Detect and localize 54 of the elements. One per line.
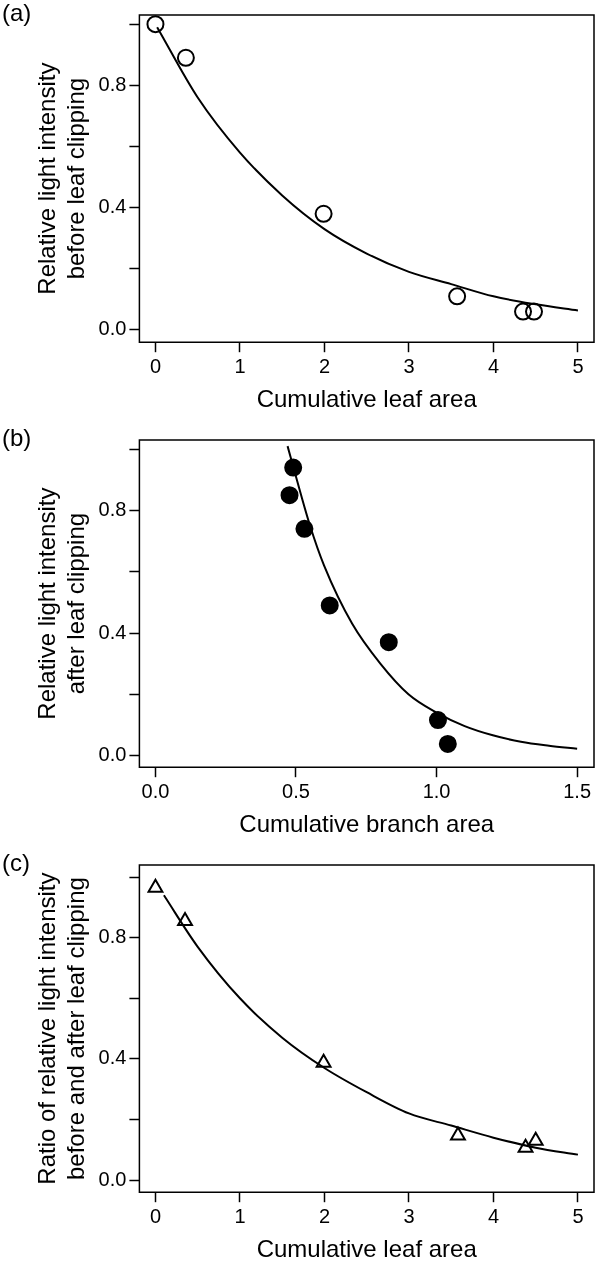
x-tick-label: 5 [572,354,584,377]
point [280,486,299,505]
x-tick-label: 0 [149,1204,162,1227]
point [450,1126,466,1141]
point [320,596,339,615]
point [379,633,398,652]
point [438,734,457,753]
y-tick-label: 0.8 [98,925,127,948]
point [448,287,467,306]
x-tick-label: 2 [318,354,331,377]
x-tick-label: 5 [572,1204,584,1227]
point [147,878,164,893]
point [314,204,333,223]
y-tick-label: 0.4 [98,620,127,643]
point [176,48,195,67]
text: (b) [2,423,32,451]
y-tick-label: 0.0 [98,743,127,766]
y-axis-title: Ratio of relative light intensity before and after leaf clipping [33,872,89,1185]
x-tick-label: 0.5 [282,779,310,802]
x-tick-label: 0.0 [141,779,170,802]
y-tick-label: 0.4 [98,1046,127,1069]
x-tick-label: 4 [487,354,500,377]
y-tick-label: 0.0 [98,1167,127,1190]
y-tick-label: 0.8 [98,72,127,95]
y-tick-label: 0.0 [98,317,127,340]
point [177,912,193,927]
y-tick-label: 0.8 [98,497,127,520]
point [527,1131,544,1146]
x-tick-label: 0 [149,354,162,377]
y-axis-title: Relative light intensity before leaf clipping [33,62,89,295]
text: (a) [2,0,32,26]
point [315,1053,332,1068]
x-tick-label: 3 [403,1204,415,1227]
x-tick-label: 4 [487,1204,500,1227]
point [295,519,314,538]
line-series [162,894,579,1156]
x-axis-title: Cumulative leaf area [256,385,478,413]
x-tick-label: 1 [234,1204,246,1227]
point [525,302,544,321]
x-axis-title: Cumulative leaf area [256,1235,478,1263]
point [428,711,447,730]
text: (c) [2,848,30,876]
point [514,302,533,321]
x-tick-label: 1.0 [422,779,451,802]
x-tick-label: 1 [234,354,246,377]
x-tick-label: 3 [403,354,415,377]
x-tick-label: 1.5 [563,779,592,802]
x-axis-title: Cumulative branch area [239,810,495,838]
y-tick-label: 0.4 [98,195,127,218]
point [517,1138,534,1153]
x-tick-label: 2 [318,1204,331,1227]
y-axis-title: Relative light intensity after leaf clipping [33,487,89,720]
point [284,458,303,477]
point [146,15,165,34]
